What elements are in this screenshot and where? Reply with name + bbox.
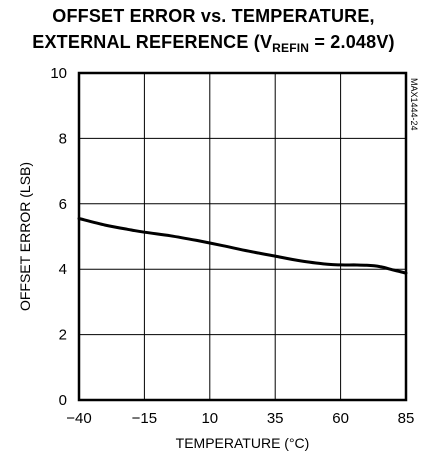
chart-title-line1: OFFSET ERROR vs. TEMPERATURE, xyxy=(52,6,375,26)
chart-title-prefix: EXTERNAL REFERENCE (V xyxy=(32,32,273,52)
x-axis-label: TEMPERATURE (°C) xyxy=(176,435,310,451)
chart-title-line2: EXTERNAL REFERENCE (VREFIN = 2.048V) xyxy=(0,32,427,55)
y-tick-labels: 0 2 4 6 8 10 xyxy=(50,65,67,409)
grid-lines xyxy=(78,72,407,401)
chart-title-suffix: = 2.048V) xyxy=(309,32,395,52)
y-tick-label: 6 xyxy=(59,196,67,213)
series-line xyxy=(77,217,408,275)
x-tick-label: −15 xyxy=(132,410,157,427)
y-tick-label: 4 xyxy=(59,261,67,278)
x-tick-label: 60 xyxy=(332,410,349,427)
x-tick-label: 85 xyxy=(398,410,415,427)
figure-id-label: MAX1444-24 xyxy=(409,78,419,131)
x-tick-label: −40 xyxy=(66,410,91,427)
x-tick-label: 35 xyxy=(267,410,284,427)
series-group xyxy=(77,217,408,275)
y-tick-label: 2 xyxy=(59,327,67,344)
y-tick-label: 10 xyxy=(50,65,67,82)
y-axis-label: OFFSET ERROR (LSB) xyxy=(17,162,33,311)
y-tick-label: 8 xyxy=(59,130,67,147)
x-tick-labels: −40 −15 10 35 60 85 xyxy=(66,410,414,427)
y-tick-label: 0 xyxy=(59,392,67,409)
x-tick-label: 10 xyxy=(201,410,218,427)
chart-title-subscript: REFIN xyxy=(272,41,310,55)
plot-frame xyxy=(77,71,408,402)
